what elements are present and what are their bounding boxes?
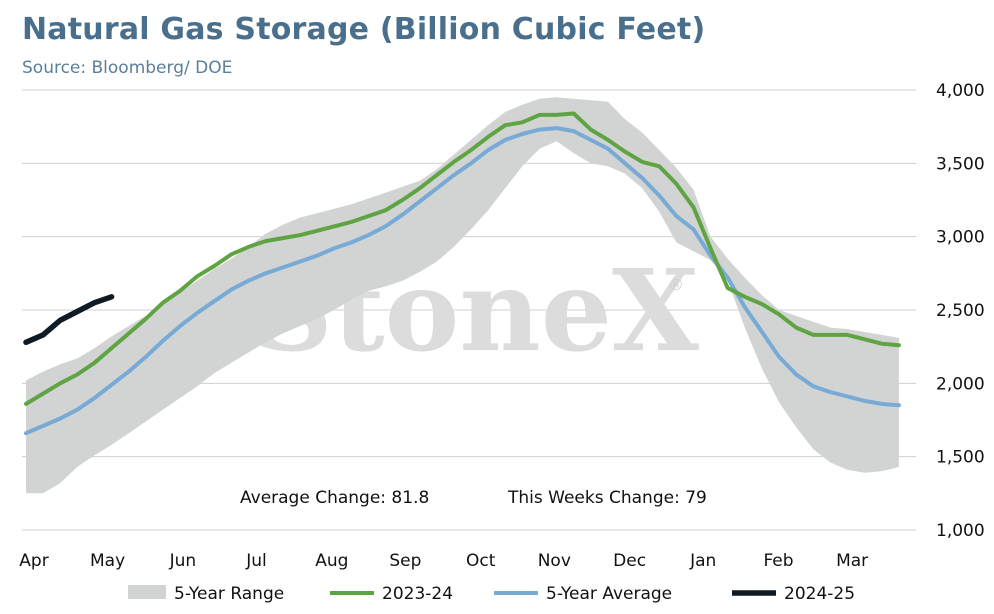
x-tick-label: Jan [689,551,716,571]
y-axis-labels: 1,000 1,500 2,000 2,500 3,000 3,500 4,000 [936,81,985,541]
x-tick-label: Aug [315,551,348,571]
x-tick-label: Jul [245,551,267,571]
x-tick-label: Jun [169,551,197,571]
x-tick-label: Oct [466,551,496,571]
x-tick-label: Nov [538,551,571,571]
x-tick-label: Feb [763,551,793,571]
x-axis-labels: Apr May Jun Jul Aug Sep Oct Nov Dec Jan Feb Mar [19,551,868,571]
series-line-5yr-average [24,126,901,436]
range-band-5yr [26,97,899,494]
range-band-layer [26,97,899,494]
y-tick-label: 4,000 [936,81,985,101]
y-tick-label: 3,500 [936,154,985,174]
weekly-change-label: This Weeks Change: 79 [507,488,707,508]
stonex-watermark-mark: ® [668,275,684,294]
x-tick-label: Apr [19,551,48,571]
legend-5yr-range-swatch [128,585,166,599]
y-tick-label: 2,000 [936,374,985,394]
chart-subtitle: Source: Bloomberg/ DOE [22,58,233,78]
x-tick-label: Dec [613,551,646,571]
legend-5yr-average-label: 5-Year Average [546,584,672,604]
series-lines [23,111,901,436]
legend: 5-Year Range 2023-24 5-Year Average 2024-25 [128,584,855,604]
y-tick-label: 2,500 [936,301,985,321]
y-tick-label: 1,500 [936,448,985,468]
average-change-label: Average Change: 81.8 [240,488,429,508]
x-tick-label: Mar [836,551,868,571]
chart-title: Natural Gas Storage (Billion Cubic Feet) [22,12,706,47]
x-tick-label: May [90,551,125,571]
legend-2024-25-label: 2024-25 [784,584,855,604]
legend-2023-24-label: 2023-24 [382,584,453,604]
series-line-2024-25 [23,294,115,346]
x-tick-label: Sep [389,551,421,571]
legend-5yr-range-label: 5-Year Range [174,584,284,604]
y-tick-label: 1,000 [936,521,985,541]
series-line-2023-24 [24,111,901,406]
y-tick-label: 3,000 [936,228,985,248]
